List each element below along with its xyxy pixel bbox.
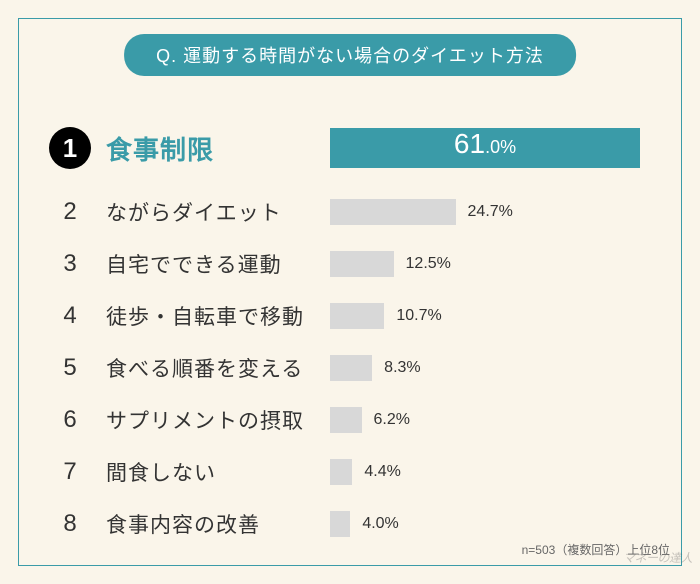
pct-label: 4.0% [362, 515, 398, 533]
rank-cell: 8 [40, 510, 100, 538]
pct-label: 24.7% [468, 203, 513, 221]
rank-cell: 4 [40, 302, 100, 330]
row-label: ながらダイエット [100, 197, 330, 227]
bar: 61.0% [330, 128, 640, 168]
bar [330, 303, 384, 329]
bar-cell: 24.7% [330, 199, 660, 225]
pct-label: 12.5% [406, 255, 451, 273]
rank-cell: 7 [40, 458, 100, 486]
rank-num: 2 [63, 198, 76, 226]
pct-label: 8.3% [384, 359, 420, 377]
row-label: 食事内容の改善 [100, 509, 330, 539]
bar-cell: 4.4% [330, 459, 660, 485]
bar [330, 511, 350, 537]
row-label: 間食しない [100, 457, 330, 487]
chart-row: 2 ながらダイエット 24.7% [40, 186, 660, 238]
rank-num: 8 [63, 510, 76, 538]
bar [330, 407, 362, 433]
watermark: マネーの達人 [623, 549, 692, 566]
chart-row: 3 自宅でできる運動 12.5% [40, 238, 660, 290]
chart-row-top: 1 食事制限 61.0% [40, 118, 660, 178]
rank-cell: 3 [40, 250, 100, 278]
rank-cell: 5 [40, 354, 100, 382]
chart-row: 5 食べる順番を変える 8.3% [40, 342, 660, 394]
chart-row: 4 徒歩・自転車で移動 10.7% [40, 290, 660, 342]
rank-cell: 1 [40, 127, 100, 169]
rank-badge: 1 [49, 127, 91, 169]
row-label: 食べる順番を変える [100, 353, 330, 383]
bar-cell: 4.0% [330, 511, 660, 537]
bar-cell: 6.2% [330, 407, 660, 433]
bar [330, 459, 352, 485]
rank-num: 5 [63, 354, 76, 382]
pct-small: .0% [485, 137, 516, 158]
bar-cell: 12.5% [330, 251, 660, 277]
row-label: 自宅でできる運動 [100, 249, 330, 279]
pct-label: 4.4% [364, 463, 400, 481]
chart-title: Q. 運動する時間がない場合のダイエット方法 [124, 34, 576, 76]
rank-cell: 2 [40, 198, 100, 226]
chart-row: 6 サプリメントの摂取 6.2% [40, 394, 660, 446]
pct-label: 6.2% [374, 411, 410, 429]
chart-rows: 1 食事制限 61.0% 2 ながらダイエット 24.7% 3 自宅でできる運動… [40, 118, 660, 550]
rank-num: 3 [63, 250, 76, 278]
chart-row: 7 間食しない 4.4% [40, 446, 660, 498]
rank-num: 4 [63, 302, 76, 330]
bar-cell: 61.0% [330, 128, 660, 168]
rank-num: 7 [63, 458, 76, 486]
row-label: 徒歩・自転車で移動 [100, 301, 330, 331]
row-label: 食事制限 [100, 130, 330, 167]
bar [330, 251, 394, 277]
bar [330, 355, 372, 381]
rank-cell: 6 [40, 406, 100, 434]
bar [330, 199, 456, 225]
pct-label: 10.7% [396, 307, 441, 325]
bar-cell: 10.7% [330, 303, 660, 329]
bar-cell: 8.3% [330, 355, 660, 381]
rank-num: 6 [63, 406, 76, 434]
pct-big: 61 [454, 128, 485, 160]
row-label: サプリメントの摂取 [100, 405, 330, 435]
